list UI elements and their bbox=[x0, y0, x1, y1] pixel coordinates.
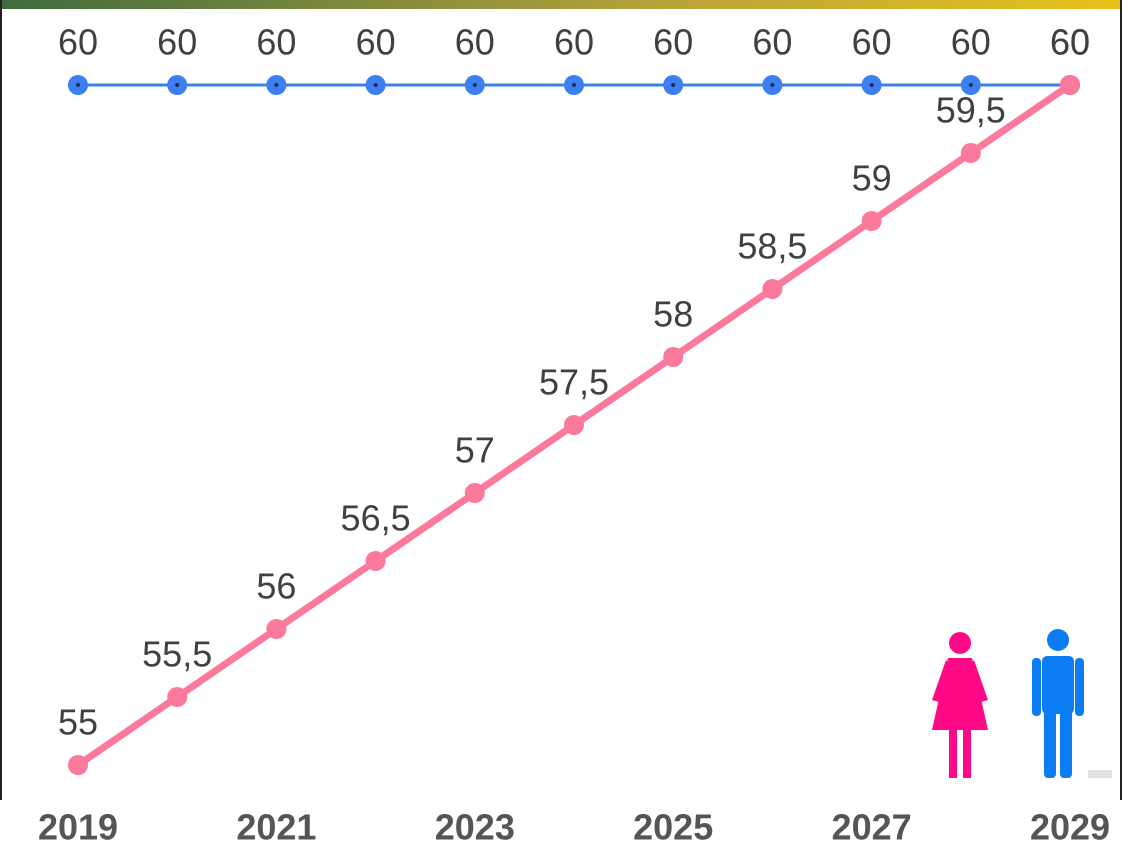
data-point bbox=[464, 483, 485, 503]
data-label: 60 bbox=[356, 22, 396, 63]
data-label: 55,5 bbox=[142, 634, 212, 675]
data-label: 60 bbox=[752, 22, 792, 63]
data-label: 56,5 bbox=[341, 498, 411, 539]
data-label: 57,5 bbox=[539, 362, 609, 403]
data-point bbox=[266, 619, 287, 639]
x-tick-label: 2021 bbox=[236, 807, 316, 848]
data-label: 60 bbox=[554, 22, 594, 63]
data-label: 57 bbox=[455, 430, 495, 471]
data-point bbox=[564, 415, 584, 435]
x-tick-label: 2019 bbox=[38, 807, 118, 848]
data-label: 60 bbox=[653, 22, 693, 63]
data-label: 58,5 bbox=[737, 226, 807, 267]
data-point bbox=[68, 755, 88, 775]
data-point bbox=[861, 211, 882, 231]
data-label: 55 bbox=[58, 702, 98, 743]
data-point-center bbox=[968, 83, 973, 87]
data-point-center bbox=[572, 83, 576, 87]
data-label: 60 bbox=[157, 22, 197, 63]
decoration bbox=[1088, 770, 1112, 778]
data-label: 60 bbox=[852, 22, 892, 63]
x-tick-label: 2025 bbox=[633, 807, 713, 848]
data-point bbox=[663, 347, 684, 367]
data-point-center bbox=[274, 83, 279, 87]
data-label: 60 bbox=[256, 22, 296, 63]
data-label: 60 bbox=[1050, 22, 1090, 63]
data-point bbox=[1060, 75, 1080, 95]
data-point-center bbox=[472, 83, 477, 87]
data-label: 59 bbox=[852, 158, 892, 199]
man-icon bbox=[1032, 629, 1084, 778]
data-point bbox=[762, 279, 783, 299]
data-label: 60 bbox=[1050, 22, 1090, 63]
x-tick-label: 2029 bbox=[1030, 807, 1110, 848]
data-label: 58 bbox=[653, 294, 693, 335]
data-point-center bbox=[869, 83, 874, 87]
data-point-center bbox=[671, 83, 676, 87]
data-point-center bbox=[373, 83, 378, 87]
data-label: 59,5 bbox=[936, 90, 1006, 131]
data-point-center bbox=[76, 83, 80, 87]
data-label: 60 bbox=[455, 22, 495, 63]
data-label: 60 bbox=[58, 22, 98, 63]
data-point bbox=[960, 143, 981, 163]
data-point bbox=[167, 687, 188, 707]
data-point-center bbox=[770, 83, 775, 87]
x-tick-label: 2027 bbox=[832, 807, 912, 848]
data-label: 56 bbox=[256, 566, 296, 607]
x-tick-label: 2023 bbox=[435, 807, 515, 848]
woman-icon bbox=[932, 632, 988, 778]
data-point bbox=[365, 551, 386, 571]
data-point-center bbox=[175, 83, 180, 87]
top-band bbox=[0, 0, 1122, 9]
data-label: 60 bbox=[951, 22, 991, 63]
